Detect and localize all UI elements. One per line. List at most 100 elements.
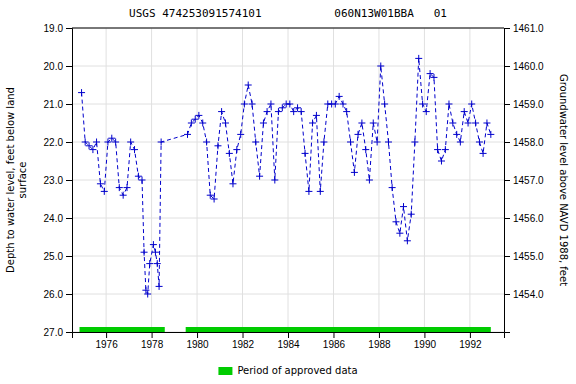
data-point — [93, 139, 100, 146]
tick-mark — [66, 142, 72, 143]
data-point — [480, 150, 487, 157]
approved-period — [186, 327, 491, 332]
tick-mark — [66, 104, 72, 105]
data-point — [313, 112, 320, 119]
data-point — [203, 139, 210, 146]
data-point — [101, 188, 108, 195]
legend-item: Period of approved data — [218, 365, 357, 376]
tick-mark — [504, 294, 510, 295]
data-point — [229, 180, 236, 187]
data-point — [347, 139, 354, 146]
y-axis: 19.020.021.022.023.024.025.026.027.0 — [44, 23, 73, 338]
tick-mark — [504, 180, 510, 181]
data-point — [127, 139, 134, 146]
data-point — [214, 142, 221, 149]
data-point — [355, 131, 362, 138]
data-point — [415, 55, 422, 62]
tick-label: 1454.0 — [513, 289, 544, 300]
tick: 1982 — [232, 332, 255, 350]
tick: 25.0 — [44, 251, 72, 262]
tick: 27.0 — [44, 327, 72, 338]
tick-label: 1455.0 — [513, 251, 544, 262]
data-point — [108, 135, 115, 142]
grid — [72, 28, 504, 332]
data-point — [385, 139, 392, 146]
tick: 1992 — [459, 332, 482, 350]
tick-mark — [106, 332, 107, 338]
data-point — [366, 177, 373, 184]
grid-line — [72, 66, 504, 67]
y-axis-title: Depth to water level, feet below landsur… — [5, 87, 28, 273]
tick: 1990 — [414, 332, 437, 350]
tick-label: 1458.0 — [513, 137, 544, 148]
data-point — [358, 120, 365, 127]
tick-mark — [66, 256, 72, 257]
data-point — [445, 101, 452, 108]
tick-mark — [66, 66, 72, 67]
data-point — [377, 63, 384, 70]
frame — [72, 28, 504, 29]
tick-mark — [66, 218, 72, 219]
tick-mark — [243, 332, 244, 338]
tick: 1457.0 — [504, 175, 544, 186]
data-point — [279, 104, 286, 111]
data-point — [112, 139, 119, 146]
data-point — [192, 116, 199, 123]
data-point — [442, 146, 449, 153]
tick: 1978 — [141, 332, 164, 350]
tick: 19.0 — [44, 23, 72, 34]
grid-line — [72, 180, 504, 181]
data-point — [408, 211, 415, 218]
data-point — [252, 139, 259, 146]
data-point — [116, 184, 123, 191]
tick-mark — [288, 332, 289, 338]
data-point — [97, 180, 104, 187]
tick: 1984 — [277, 332, 300, 350]
data-point — [249, 101, 256, 108]
axis-line — [505, 29, 511, 333]
tick-mark — [66, 180, 72, 181]
data-point — [483, 120, 490, 127]
data-point — [351, 169, 358, 176]
legend: Period of approved data — [218, 365, 357, 376]
tick-label: 25.0 — [44, 251, 64, 262]
tick-mark — [66, 294, 72, 295]
y2-axis-title: Groundwater level above NAVD 1988, feet — [558, 74, 569, 286]
legend-label: Period of approved data — [237, 365, 357, 376]
data-point — [438, 158, 445, 165]
tick-label: 1978 — [141, 339, 164, 350]
tick-mark — [504, 142, 510, 143]
grid-line — [72, 256, 504, 257]
data-point — [317, 188, 324, 195]
data-point — [78, 89, 85, 96]
tick: 26.0 — [44, 289, 72, 300]
data-point — [320, 139, 327, 146]
tick-mark — [66, 28, 72, 29]
tick-label: 1461.0 — [513, 23, 544, 34]
data-point — [141, 249, 148, 256]
data-point — [362, 146, 369, 153]
tick-label: 1976 — [95, 339, 118, 350]
data-point — [290, 108, 297, 115]
tick-mark — [197, 332, 198, 338]
tick-label: 1988 — [368, 339, 391, 350]
y2-axis: 1461.01460.01459.01458.01457.01456.01455… — [504, 23, 544, 333]
data-point — [332, 101, 339, 108]
data-point — [260, 120, 267, 127]
tick-label: 27.0 — [44, 327, 64, 338]
data-point — [381, 101, 388, 108]
data-line — [82, 58, 491, 294]
data-point — [275, 108, 282, 115]
data-point — [305, 188, 312, 195]
data-point — [465, 120, 472, 127]
data-point — [135, 173, 142, 180]
data-point — [245, 82, 252, 89]
tick-label: 1460.0 — [513, 61, 544, 72]
data-point — [222, 120, 229, 127]
data-point — [256, 173, 263, 180]
tick-label: 1990 — [414, 339, 437, 350]
tick-mark — [424, 332, 425, 338]
data-point — [389, 184, 396, 191]
tick-mark — [504, 66, 510, 67]
data-point — [226, 150, 233, 157]
